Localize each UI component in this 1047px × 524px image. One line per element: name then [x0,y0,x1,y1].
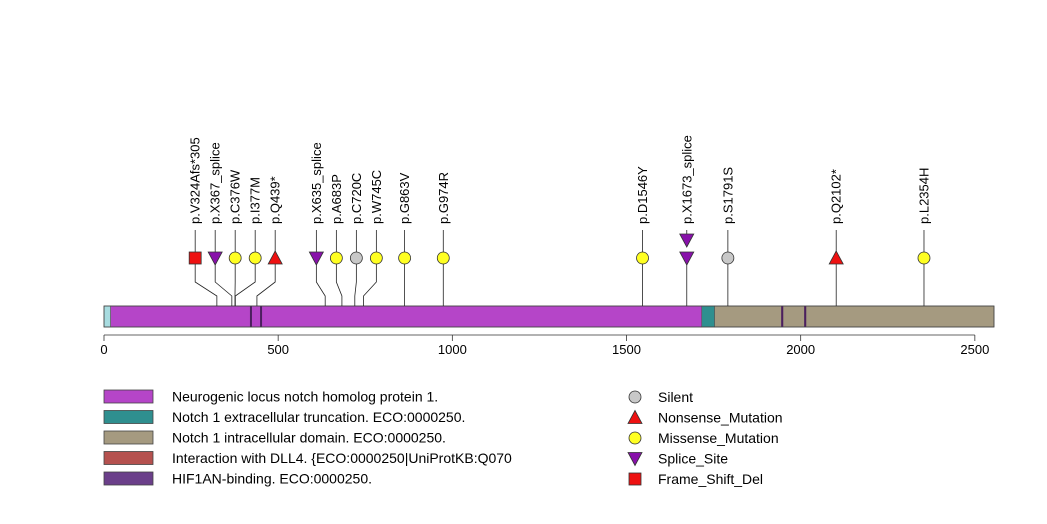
mutation-marker-8 [369,251,383,265]
tick-label-2: 1000 [438,342,467,357]
tick-label-1: 500 [267,342,289,357]
tick-label-3: 1500 [612,342,641,357]
mutation-stems [194,230,925,306]
domain-legend-swatch-4 [103,471,154,486]
mutation-label-11: p.D1546Y [635,166,650,224]
mutation-legend-label-1: Nonsense_Mutation [658,410,783,426]
domain-band-3 [804,306,807,327]
tick-label-4: 2000 [786,342,815,357]
domain-legend-label-2: Notch 1 intracellular domain. ECO:000025… [172,430,446,446]
mutation-label-10: p.G974R [436,172,451,224]
mutation-label-15: p.Q2102* [829,169,844,224]
mutation-marker-0 [188,251,202,265]
mutation-marker-6 [329,251,343,265]
domain-legend-label-1: Notch 1 extracellular truncation. ECO:00… [172,409,465,425]
stem-0 [194,258,218,306]
mutation-marker-12 [679,233,695,248]
mutation-marker-13 [679,251,695,266]
mutation-type-legend: Silent Nonsense_Mutation Missense_Mutation… [627,389,783,487]
stem-3 [234,258,256,306]
mutation-legend-label-3: Splice_Site [658,451,728,467]
mutation-label-13: p.X1673_splice [679,135,694,224]
mutation-marker-5 [308,251,325,266]
domain-legend-label-3: Interaction with DLL4. {ECO:0000250|UniP… [172,450,512,466]
mutation-label-14: p.S1791S [720,167,735,224]
mutation-marker-4 [267,250,283,265]
mutation-legend-symbol-0 [628,390,642,404]
domain-band-2 [781,306,784,327]
stem-4 [256,258,276,306]
mutation-label-4: p.Q439* [268,176,283,224]
domain-legend-swatch-2 [103,430,154,445]
protein-outline [103,305,995,328]
mutation-markers [188,233,931,266]
mutation-marker-9 [398,251,412,265]
mutation-label-2: p.C376W [228,169,243,224]
mutation-legend-label-0: Silent [658,389,693,405]
mutation-marker-2 [228,251,242,265]
mutation-legend-label-4: Frame_Shift_Del [658,471,763,487]
mutation-marker-11 [636,251,649,265]
signal-region [103,305,111,328]
mutation-label-5: p.X635_splice [309,142,324,224]
domain-legend: Neurogenic locus notch homolog protein 1… [103,389,512,487]
mutation-legend-symbol-4 [628,472,642,486]
mutation-label-3: p.I377M [248,177,263,224]
mutation-marker-16 [917,251,931,265]
domain-0 [110,305,703,328]
mutation-labels: p.V324Afs*305 p.X367_splice p.C376W p.I377M… [188,135,932,224]
mutation-marker-15 [828,250,844,265]
domain-band-1 [260,306,263,327]
mutation-label-6: p.A683P [329,174,344,224]
mutation-label-0: p.V324Afs*305 [188,137,203,224]
domain-legend-label-4: HIF1AN-binding. ECO:0000250. [172,471,372,487]
mutation-marker-1 [207,251,223,266]
mutation-legend-label-2: Missense_Mutation [658,430,779,446]
domain-legend-swatch-3 [103,451,154,465]
mutation-marker-3 [248,251,262,265]
stem-6 [335,258,343,306]
domain-1 [701,305,715,328]
tick-label-5: 2500 [960,342,989,357]
mutation-label-8: p.W745C [369,170,384,224]
mutation-label-16: p.L2354H [916,168,931,224]
domain-legend-swatch-0 [103,389,154,404]
protein-track [103,305,995,328]
domain-legend-swatch-1 [103,410,154,424]
stem-8 [363,258,377,306]
mutation-legend-symbol-2 [628,431,642,445]
mutation-legend-symbol-3 [627,452,643,467]
mutation-marker-7 [349,251,363,265]
stem-1 [214,258,233,306]
mutation-label-9: p.G863V [397,172,412,224]
tick-label-0: 0 [100,342,107,357]
x-axis: 0 500 1000 1500 2000 2500 [100,334,989,357]
stem-5 [315,258,326,306]
domain-legend-label-0: Neurogenic locus notch homolog protein 1… [172,389,438,405]
mutation-label-1: p.X367_splice [208,142,223,224]
mutation-legend-symbol-1 [627,409,643,424]
domain-band-0 [249,306,252,327]
mutation-marker-14 [721,251,735,265]
mutation-label-7: p.C720C [349,173,364,224]
stem-7 [354,258,357,306]
mutation-marker-10 [436,251,450,265]
domain-2 [714,305,995,328]
